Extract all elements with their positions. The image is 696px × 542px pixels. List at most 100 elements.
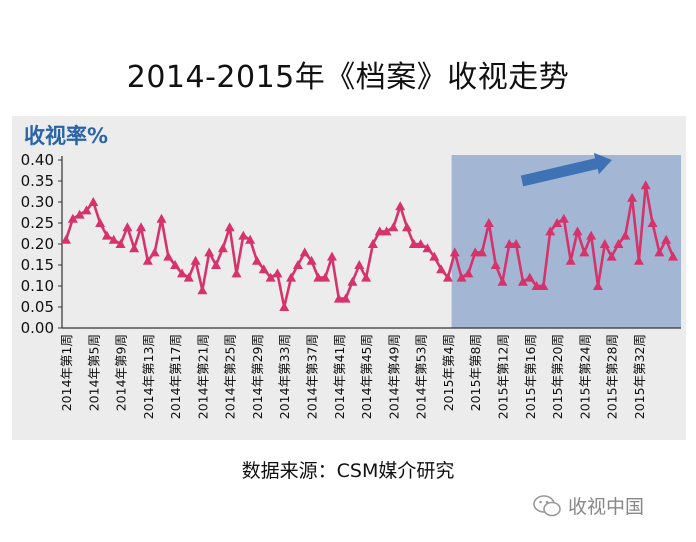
data-point bbox=[374, 226, 385, 236]
x-tick-label: 2015年第28周 bbox=[605, 334, 620, 419]
x-tick-label: 2014年第33周 bbox=[277, 334, 292, 419]
data-point bbox=[74, 209, 85, 219]
x-tick-label: 2014年第5周 bbox=[86, 334, 101, 411]
x-tick-label: 2014年第29周 bbox=[250, 334, 265, 419]
x-tick-label: 2014年第45周 bbox=[359, 334, 374, 419]
data-point bbox=[204, 247, 215, 257]
x-tick-label: 2014年第17周 bbox=[168, 334, 183, 419]
data-point bbox=[340, 293, 351, 303]
data-point bbox=[592, 281, 603, 290]
series-line bbox=[64, 183, 675, 309]
data-point bbox=[490, 260, 501, 269]
x-tick-label: 2014年第53周 bbox=[414, 334, 429, 419]
data-point bbox=[381, 226, 392, 236]
chart-title: 2014-2015年《档案》收视走势 bbox=[126, 60, 570, 95]
data-point bbox=[129, 243, 140, 253]
watermark: 收视中国 bbox=[532, 492, 644, 519]
data-point bbox=[238, 230, 249, 240]
data-point bbox=[545, 226, 556, 236]
data-point bbox=[558, 213, 569, 223]
data-point bbox=[442, 272, 453, 282]
data-point bbox=[224, 222, 235, 232]
data-point bbox=[579, 247, 590, 257]
y-tick-label: 0.15 bbox=[21, 256, 54, 274]
data-point bbox=[354, 260, 365, 269]
data-point bbox=[620, 230, 631, 240]
data-point bbox=[511, 239, 522, 248]
data-point bbox=[265, 272, 276, 282]
data-point bbox=[170, 260, 181, 269]
data-point bbox=[408, 239, 419, 248]
y-tick-label: 0.25 bbox=[21, 214, 54, 232]
x-tick-label: 2015年第12周 bbox=[495, 334, 510, 419]
data-point bbox=[333, 293, 344, 303]
data-point bbox=[299, 247, 310, 257]
x-tick-label: 2015年第24周 bbox=[577, 334, 592, 419]
data-point bbox=[122, 222, 133, 232]
trend-arrow bbox=[520, 152, 612, 187]
data-point bbox=[286, 272, 297, 282]
y-axis-label: 收视率% bbox=[24, 124, 109, 148]
data-point bbox=[388, 222, 399, 232]
data-point bbox=[115, 239, 126, 248]
x-tick-label: 2014年第21周 bbox=[195, 334, 210, 419]
x-tick-label: 2015年第16周 bbox=[523, 334, 538, 419]
x-tick-label: 2014年第25周 bbox=[223, 334, 238, 419]
data-point bbox=[211, 260, 222, 269]
data-point bbox=[61, 234, 71, 244]
data-point bbox=[586, 230, 597, 240]
data-point bbox=[108, 234, 119, 244]
data-point bbox=[599, 239, 610, 248]
x-tick-label: 2015年第32周 bbox=[632, 334, 647, 419]
x-tick-label: 2014年第49周 bbox=[386, 334, 401, 419]
data-point bbox=[88, 197, 99, 206]
x-tick-label: 2015年第20周 bbox=[550, 334, 565, 419]
data-point bbox=[613, 239, 624, 248]
y-tick-label: 0.00 bbox=[21, 319, 54, 337]
data-point bbox=[517, 276, 528, 286]
data-point bbox=[163, 251, 174, 261]
data-point bbox=[95, 218, 106, 227]
data-point bbox=[402, 222, 413, 232]
x-tick-label: 2014年第13周 bbox=[141, 334, 156, 419]
data-point bbox=[668, 251, 678, 261]
data-point bbox=[538, 281, 549, 290]
data-point bbox=[258, 264, 269, 274]
data-point bbox=[272, 268, 283, 278]
data-point bbox=[81, 205, 92, 215]
data-point bbox=[606, 251, 617, 261]
data-point bbox=[190, 255, 201, 265]
data-point bbox=[470, 247, 481, 257]
data-point bbox=[395, 201, 406, 211]
data-point bbox=[101, 230, 112, 240]
data-point bbox=[251, 255, 262, 265]
data-point bbox=[231, 268, 242, 278]
data-point bbox=[306, 255, 317, 265]
data-point bbox=[633, 255, 644, 265]
data-point bbox=[429, 251, 440, 261]
watermark-text: 收视中国 bbox=[568, 496, 645, 518]
data-point bbox=[647, 218, 658, 227]
x-tick-label: 2015年第8周 bbox=[468, 334, 483, 411]
data-point bbox=[176, 268, 187, 278]
y-tick-label: 0.20 bbox=[21, 235, 54, 253]
data-point bbox=[347, 276, 358, 286]
data-point bbox=[245, 234, 256, 244]
data-point bbox=[320, 272, 331, 282]
y-tick-label: 0.30 bbox=[21, 193, 54, 211]
x-tick-label: 2015年第4周 bbox=[441, 334, 456, 411]
x-tick-label: 2014年第37周 bbox=[305, 334, 320, 419]
data-point bbox=[524, 272, 535, 282]
y-tick-label: 0.05 bbox=[21, 298, 54, 316]
data-point bbox=[449, 247, 460, 257]
data-point bbox=[136, 222, 147, 232]
data-point bbox=[627, 192, 638, 202]
data-point bbox=[483, 218, 494, 227]
data-point bbox=[654, 247, 665, 257]
x-tick-label: 2014年第1周 bbox=[59, 334, 74, 411]
data-point bbox=[217, 243, 228, 253]
data-point bbox=[552, 218, 563, 227]
data-point bbox=[326, 251, 337, 261]
x-tick-label: 2014年第9周 bbox=[114, 334, 129, 411]
